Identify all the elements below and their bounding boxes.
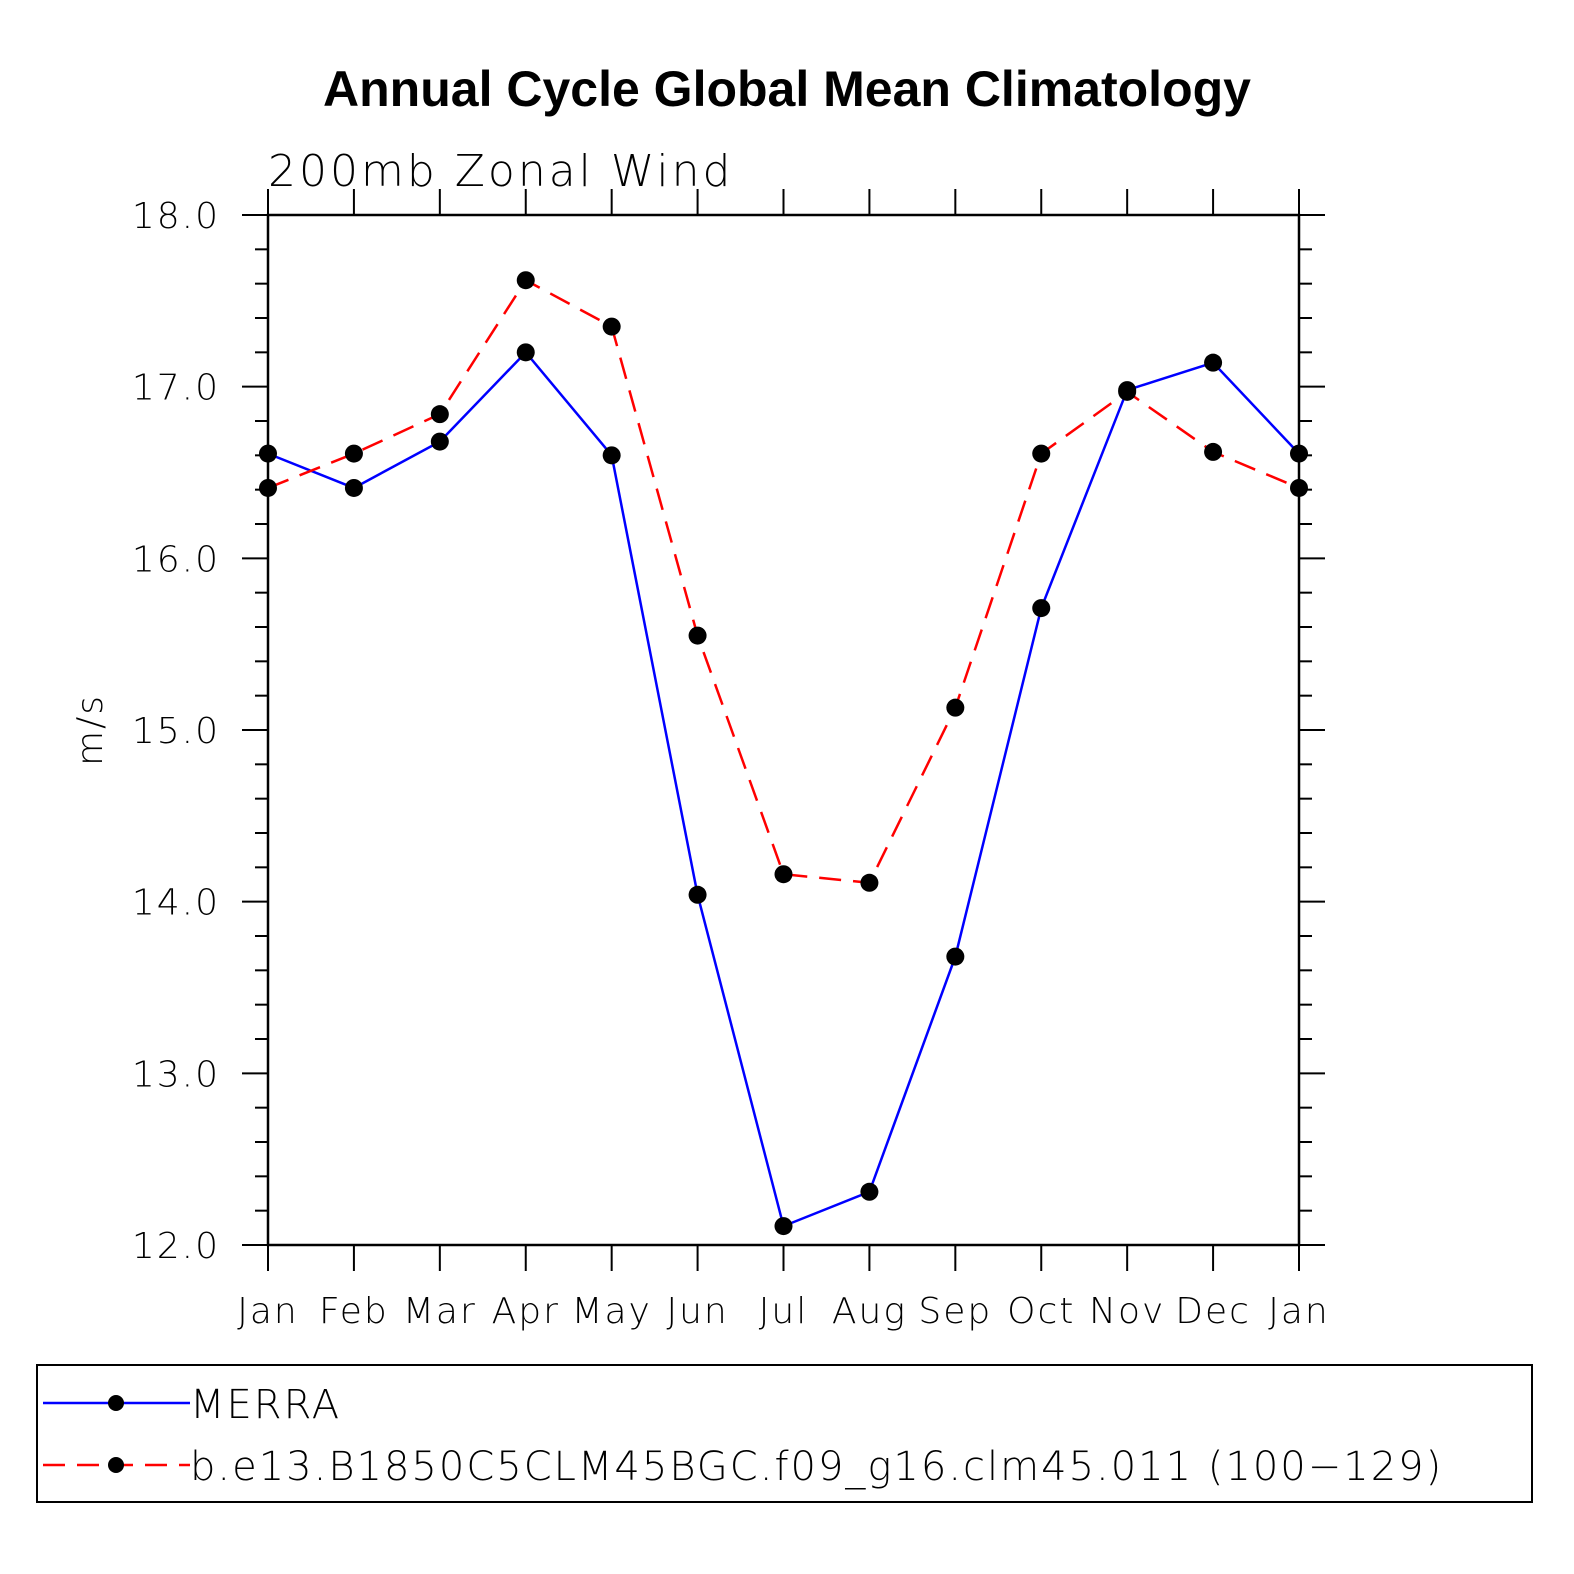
chart-subtitle: 200mb Zonal Wind xyxy=(268,146,733,197)
series-0-point xyxy=(774,1217,793,1236)
series-1-point xyxy=(1290,478,1308,497)
series-0-point xyxy=(344,478,363,497)
x-tick-label: Nov xyxy=(1089,1291,1165,1332)
legend-marker-model xyxy=(108,1457,124,1473)
x-tick-label: Feb xyxy=(319,1291,389,1332)
series-1-point xyxy=(946,698,965,717)
legend-box xyxy=(36,1364,1533,1503)
x-tick-label: Sep xyxy=(918,1291,992,1332)
x-tick-label: Dec xyxy=(1175,1291,1251,1332)
y-tick-label: 17.0 xyxy=(132,368,220,409)
series-0-point xyxy=(259,444,277,463)
legend: MERRA b.e13.B1850C5CLM45BGC.f09_g16.clm4… xyxy=(36,1364,1533,1503)
y-axis-label: m/s xyxy=(70,694,111,766)
x-tick-labels: Jan Feb Mar Apr May Jun Jul Aug Sep Oct Nov Dec Jan xyxy=(237,1291,1330,1332)
legend-label-model: b.e13.B1850C5CLM45BGC.f09_g16.clm45.011 … xyxy=(190,1444,1443,1490)
y-tick-label: 18.0 xyxy=(132,196,220,237)
x-tick-label: Jan xyxy=(1268,1291,1330,1332)
series-0-point xyxy=(430,432,449,451)
series-0-point xyxy=(946,947,965,966)
series-1-point xyxy=(344,444,363,463)
series-0-point xyxy=(602,446,621,465)
series-1-point xyxy=(1204,442,1223,461)
y-tick-label: 15.0 xyxy=(132,711,220,752)
x-tick-label: May xyxy=(571,1291,651,1332)
series-line-0 xyxy=(267,350,1300,1228)
y-tick-label: 12.0 xyxy=(132,1226,220,1267)
series-0-point xyxy=(1290,444,1308,463)
series-0-point xyxy=(1204,353,1223,372)
series-0-point xyxy=(688,885,707,904)
x-tick-label: Jan xyxy=(237,1291,299,1332)
y-tick-label: 13.0 xyxy=(132,1054,220,1095)
x-tick-label: Aug xyxy=(832,1291,907,1332)
series-1-point xyxy=(516,271,535,290)
series-1-point xyxy=(1032,444,1051,463)
series-layer xyxy=(259,271,1308,1236)
x-tick-label: Apr xyxy=(492,1291,560,1332)
series-0-point xyxy=(1032,599,1051,618)
chart-title: Annual Cycle Global Mean Climatology xyxy=(323,61,1251,117)
series-0-point xyxy=(860,1182,879,1201)
series-1-point xyxy=(430,405,449,424)
series-1-point xyxy=(602,317,621,336)
x-tick-label: Jun xyxy=(666,1291,728,1332)
x-tick-label: Oct xyxy=(1007,1291,1075,1332)
legend-marker-merra xyxy=(108,1395,124,1411)
x-tick-label: Mar xyxy=(403,1291,477,1332)
x-tick-label: Jul xyxy=(759,1291,808,1332)
legend-label-merra: MERRA xyxy=(190,1382,341,1428)
series-1-point xyxy=(774,865,793,884)
series-line-1 xyxy=(267,278,1300,885)
series-1-point xyxy=(860,873,879,892)
series-1-point xyxy=(688,626,707,645)
series-0-point xyxy=(516,343,535,362)
series-1-point xyxy=(259,478,277,497)
y-tick-labels: 12.0 13.0 14.0 15.0 16.0 17.0 18.0 xyxy=(132,196,220,1267)
plot-frame xyxy=(266,213,1301,1247)
y-tick-label: 14.0 xyxy=(132,883,220,924)
plot-axes xyxy=(242,189,1325,1271)
series-1-point xyxy=(1118,382,1137,401)
y-tick-label: 16.0 xyxy=(132,539,220,580)
